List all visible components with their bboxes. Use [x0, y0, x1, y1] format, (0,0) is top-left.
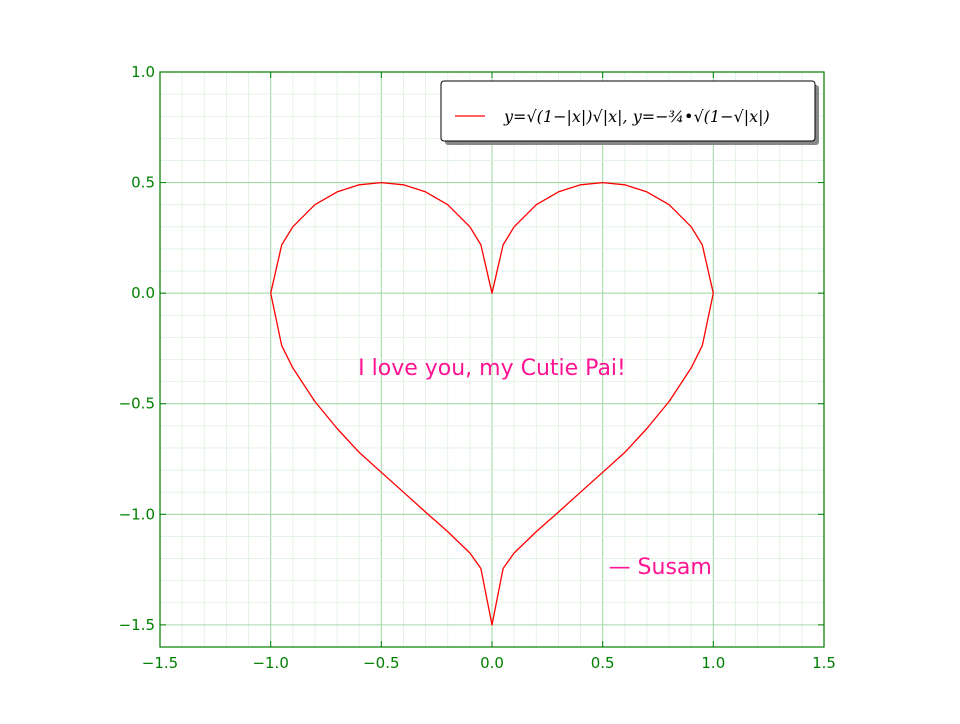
y-tick-label: −1.5: [119, 616, 155, 634]
x-tick-label: −0.5: [363, 654, 399, 672]
x-tick-label: −1.5: [142, 654, 178, 672]
legend-box: [440, 80, 816, 142]
y-tick-label: 0.0: [131, 284, 155, 302]
x-tick-label: −1.0: [252, 654, 288, 672]
annotation-layer: I love you, my Cutie Pai! — Susam: [358, 356, 712, 580]
heart-curve-upper: [270, 181, 714, 294]
legend-entry-label: y=√(1−|x|)√|x|, y=−¾•√(1−√|x|): [503, 107, 770, 126]
legend: y=√(1−|x|)√|x|, y=−¾•√(1−√|x|): [440, 80, 819, 145]
y-tick-label: −1.0: [119, 505, 155, 523]
y-tick-label: 0.5: [131, 174, 155, 192]
curve-layer: [270, 181, 714, 626]
signature: — Susam: [609, 555, 712, 580]
y-tick-label: −0.5: [119, 395, 155, 413]
y-tick-label: 1.0: [131, 63, 155, 81]
heart-curve-lower: [270, 293, 714, 626]
grid-layer: [159, 71, 825, 648]
x-tick-label: 0.0: [480, 654, 504, 672]
x-tick-label: 0.5: [591, 654, 615, 672]
tick-layer: −1.5 −1.0 −0.5 0.0 0.5 1.0 1.5 1.0 0.5 0.0 −0.5 −1.…: [119, 63, 836, 672]
x-tick-label: 1.0: [701, 654, 725, 672]
x-tick-label: 1.5: [812, 654, 836, 672]
love-message: I love you, my Cutie Pai!: [358, 356, 626, 381]
